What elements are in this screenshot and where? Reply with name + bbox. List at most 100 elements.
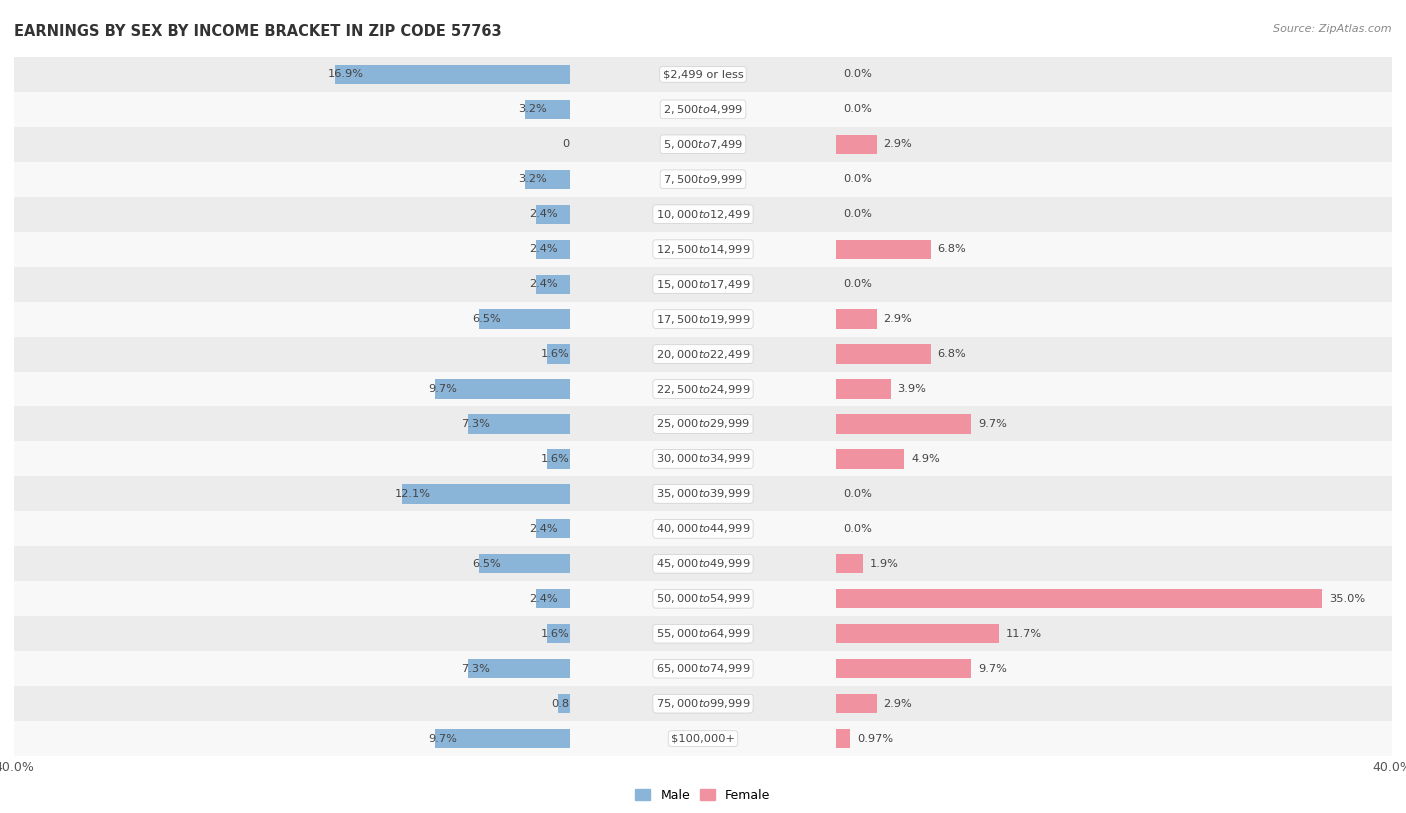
Bar <box>837 372 1392 406</box>
Text: 6.5%: 6.5% <box>472 314 501 324</box>
Bar <box>569 232 837 267</box>
Text: 0.0%: 0.0% <box>844 524 872 534</box>
Bar <box>569 476 837 511</box>
Bar <box>536 589 569 608</box>
Legend: Male, Female: Male, Female <box>630 784 776 806</box>
Bar <box>837 232 1392 267</box>
Bar <box>536 520 569 538</box>
Bar <box>14 476 569 511</box>
Bar <box>569 162 837 197</box>
Text: 7.3%: 7.3% <box>461 663 491 674</box>
Text: EARNINGS BY SEX BY INCOME BRACKET IN ZIP CODE 57763: EARNINGS BY SEX BY INCOME BRACKET IN ZIP… <box>14 24 502 39</box>
Bar <box>837 57 1392 92</box>
Text: 2.9%: 2.9% <box>883 698 912 709</box>
Bar <box>837 589 1323 608</box>
Text: 0.97%: 0.97% <box>856 733 893 744</box>
Text: $55,000 to $64,999: $55,000 to $64,999 <box>655 628 751 640</box>
Text: 11.7%: 11.7% <box>1005 628 1042 639</box>
Bar <box>837 162 1392 197</box>
Bar <box>837 135 876 154</box>
Bar <box>837 694 876 713</box>
Text: 3.2%: 3.2% <box>519 104 547 115</box>
Bar <box>569 406 837 441</box>
Bar <box>14 162 569 197</box>
Text: 0.0%: 0.0% <box>844 104 872 115</box>
Bar <box>837 92 1392 127</box>
Bar <box>837 302 1392 337</box>
Bar <box>837 511 1392 546</box>
Bar <box>837 651 1392 686</box>
Bar <box>837 616 1392 651</box>
Text: 2.9%: 2.9% <box>883 139 912 150</box>
Bar <box>569 651 837 686</box>
Bar <box>837 415 972 433</box>
Bar <box>14 197 569 232</box>
Text: 16.9%: 16.9% <box>328 69 364 80</box>
Bar <box>335 65 569 84</box>
Bar <box>837 127 1392 162</box>
Bar <box>479 310 569 328</box>
Bar <box>837 581 1392 616</box>
Bar <box>547 624 569 643</box>
Text: $2,499 or less: $2,499 or less <box>662 69 744 80</box>
Bar <box>547 345 569 363</box>
Bar <box>837 267 1392 302</box>
Bar <box>14 441 569 476</box>
Bar <box>837 476 1392 511</box>
Bar <box>837 441 1392 476</box>
Bar <box>569 441 837 476</box>
Text: 0.81%: 0.81% <box>551 698 588 709</box>
Text: 0.0%: 0.0% <box>844 69 872 80</box>
Text: 9.7%: 9.7% <box>979 663 1007 674</box>
Bar <box>837 729 849 748</box>
Text: 6.8%: 6.8% <box>938 349 966 359</box>
Text: $100,000+: $100,000+ <box>671 733 735 744</box>
Bar <box>14 616 569 651</box>
Text: 2.4%: 2.4% <box>530 524 558 534</box>
Bar <box>547 450 569 468</box>
Bar <box>837 450 904 468</box>
Bar <box>14 721 569 756</box>
Bar <box>14 546 569 581</box>
Bar <box>14 651 569 686</box>
Bar <box>569 581 837 616</box>
Bar <box>569 372 837 406</box>
Bar <box>837 406 1392 441</box>
Text: $12,500 to $14,999: $12,500 to $14,999 <box>655 243 751 255</box>
Text: 2.4%: 2.4% <box>530 279 558 289</box>
Bar <box>14 267 569 302</box>
Bar <box>569 337 837 372</box>
Bar <box>569 57 837 92</box>
Text: $40,000 to $44,999: $40,000 to $44,999 <box>655 523 751 535</box>
Bar <box>536 205 569 224</box>
Text: 0.0%: 0.0% <box>844 174 872 185</box>
Text: 1.6%: 1.6% <box>540 628 569 639</box>
Bar <box>837 310 876 328</box>
Text: 0.0%: 0.0% <box>562 139 592 150</box>
Bar <box>569 686 837 721</box>
Bar <box>536 275 569 293</box>
Bar <box>14 511 569 546</box>
Bar <box>837 659 972 678</box>
Bar <box>569 92 837 127</box>
Bar <box>569 721 837 756</box>
Text: 4.9%: 4.9% <box>911 454 941 464</box>
Bar <box>526 100 569 119</box>
Bar <box>526 170 569 189</box>
Bar <box>14 581 569 616</box>
Bar <box>434 380 569 398</box>
Text: 2.4%: 2.4% <box>530 593 558 604</box>
Bar <box>569 546 837 581</box>
Bar <box>837 554 863 573</box>
Text: 12.1%: 12.1% <box>395 489 430 499</box>
Bar <box>434 729 569 748</box>
Bar <box>837 380 890 398</box>
Bar <box>14 57 569 92</box>
Text: $35,000 to $39,999: $35,000 to $39,999 <box>655 488 751 500</box>
Text: 9.7%: 9.7% <box>979 419 1007 429</box>
Text: $7,500 to $9,999: $7,500 to $9,999 <box>664 173 742 185</box>
Text: $2,500 to $4,999: $2,500 to $4,999 <box>664 103 742 115</box>
Text: $10,000 to $12,499: $10,000 to $12,499 <box>655 208 751 220</box>
Text: $65,000 to $74,999: $65,000 to $74,999 <box>655 663 751 675</box>
Text: 2.9%: 2.9% <box>883 314 912 324</box>
